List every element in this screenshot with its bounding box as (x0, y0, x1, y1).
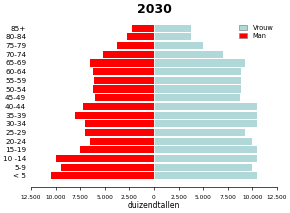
Bar (56, 155, 154, 162)
Bar (85, 120, 154, 127)
Bar (154, 42, 203, 49)
Bar (154, 120, 257, 127)
Bar (154, 68, 241, 75)
Title: 2030: 2030 (137, 3, 171, 16)
Bar (154, 33, 191, 40)
Bar (95, 94, 154, 101)
Bar (154, 129, 244, 136)
Bar (154, 155, 257, 162)
Bar (83, 103, 154, 110)
Bar (154, 172, 257, 180)
Legend: Vrouw, Man: Vrouw, Man (237, 22, 276, 42)
Bar (90, 138, 154, 145)
Bar (127, 33, 154, 40)
Bar (154, 77, 241, 84)
Bar (154, 103, 257, 110)
Bar (93, 68, 154, 75)
Bar (154, 59, 244, 66)
Bar (154, 164, 252, 171)
Bar (85, 129, 154, 136)
Bar (154, 146, 257, 153)
X-axis label: duizendtallen: duizendtallen (128, 201, 180, 210)
Bar (75, 112, 154, 119)
Bar (154, 112, 257, 119)
Bar (90, 59, 154, 66)
Bar (117, 42, 154, 49)
Bar (154, 85, 241, 93)
Bar (103, 51, 154, 58)
Bar (93, 85, 154, 93)
Bar (94, 77, 154, 84)
Bar (154, 138, 252, 145)
Bar (132, 25, 154, 32)
Bar (51, 172, 154, 180)
Bar (154, 25, 191, 32)
Bar (61, 164, 154, 171)
Bar (154, 94, 240, 101)
Bar (154, 51, 223, 58)
Bar (80, 146, 154, 153)
